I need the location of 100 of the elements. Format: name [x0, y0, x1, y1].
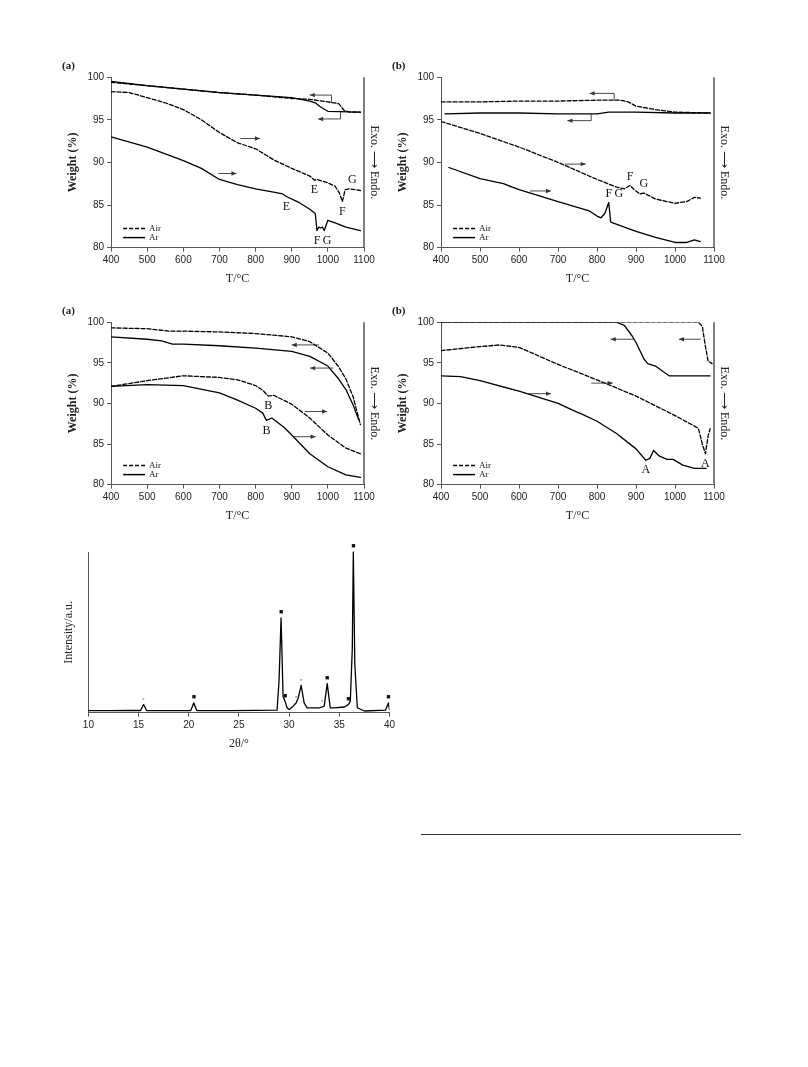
y-axis-title: Weight (%)	[395, 132, 410, 193]
legend-label: Ar	[149, 231, 159, 242]
y2-axis-title: Exo. ⟶ Endo.	[367, 125, 382, 200]
chart-title: (a)	[62, 59, 76, 73]
x-tick-label: 400	[102, 254, 120, 266]
annotation: B	[262, 422, 271, 437]
y-tick-label: 100	[87, 315, 105, 327]
x-tick-label: 900	[627, 491, 645, 503]
legend-label: Air	[479, 459, 492, 470]
x-tick-label: 1000	[663, 254, 687, 266]
y-tick-label: 90	[92, 156, 105, 168]
y-tick-label: 100	[417, 70, 435, 82]
y-tick-label: 95	[92, 113, 105, 125]
annotation: E	[282, 198, 290, 213]
x-tick-label: 1000	[316, 254, 340, 266]
x-tick-label: 20	[183, 719, 195, 731]
y-tick-label: 95	[422, 113, 435, 125]
y2-axis-title: Exo. ⟶ Endo.	[367, 366, 382, 441]
annotation: F	[313, 232, 321, 247]
y-tick-label: 80	[92, 478, 105, 490]
x-tick-label: 500	[471, 491, 489, 503]
annotation: G	[322, 232, 332, 247]
x-tick-label: 500	[471, 254, 489, 266]
x-tick-label: 25	[233, 719, 245, 731]
x-tick-label: 1100	[703, 254, 726, 266]
x-tick-label: 1100	[703, 491, 726, 503]
x-tick-label: 900	[283, 254, 301, 266]
line-series	[441, 120, 701, 204]
y-tick-label: 80	[422, 478, 435, 490]
y-tick-label: 85	[422, 198, 435, 210]
y-axis-title: Weight (%)	[395, 373, 410, 434]
annotation: F	[338, 203, 346, 218]
x-tick-label: 400	[432, 254, 450, 266]
x-tick-label: 900	[283, 491, 301, 503]
legend-label: Ar	[479, 468, 489, 479]
y-tick-label: 80	[92, 241, 105, 253]
y-tick-label: 85	[92, 198, 105, 210]
x-axis-title: T/°C	[225, 507, 250, 522]
x-tick-label: 600	[175, 254, 193, 266]
y-axis-title: Intensity/a.u.	[61, 600, 76, 664]
chart-title: (b)	[392, 59, 406, 73]
annotation: A	[641, 462, 651, 477]
x-axis-title: T/°C	[225, 270, 250, 285]
y-axis-title: Weight (%)	[65, 132, 80, 193]
x-tick-label: 30	[283, 719, 296, 731]
x-tick-label: 600	[510, 254, 528, 266]
annotation: A	[701, 455, 711, 470]
x-tick-label: 800	[588, 254, 606, 266]
legend-label: Ar	[479, 231, 489, 242]
x-tick-label: 10	[82, 719, 95, 731]
x-tick-label: 40	[383, 719, 396, 731]
y-tick-label: 95	[92, 356, 105, 368]
annotation: G	[347, 171, 357, 186]
annotation: G	[614, 185, 624, 200]
x-tick-label: 400	[102, 491, 120, 503]
x-axis-title: 2θ/°	[228, 735, 250, 750]
y-axis-title: Weight (%)	[65, 373, 80, 434]
annotation: F	[626, 168, 634, 183]
y-tick-label: 100	[417, 315, 435, 327]
y-tick-label: 95	[422, 356, 435, 368]
line-series	[441, 344, 711, 455]
x-tick-label: 700	[549, 254, 567, 266]
legend-label: Air	[149, 222, 162, 233]
x-tick-label: 700	[211, 491, 229, 503]
chart-title: (b)	[392, 304, 406, 318]
annotation: E	[310, 182, 319, 197]
x-tick-label: 1000	[663, 491, 687, 503]
x-tick-label: 500	[138, 491, 156, 503]
y2-axis-title: Exo. ⟶ Endo.	[717, 366, 732, 441]
x-tick-label: 800	[247, 254, 265, 266]
annotation: G	[639, 176, 649, 191]
x-tick-label: 500	[138, 254, 156, 266]
x-tick-label: 15	[133, 719, 145, 731]
x-tick-label: 1100	[353, 254, 376, 266]
line-series	[111, 91, 362, 203]
annotation: F	[605, 185, 613, 200]
x-tick-label: 800	[247, 491, 265, 503]
y2-axis-title: Exo. ⟶ Endo.	[717, 125, 732, 200]
legend-label: Air	[479, 222, 492, 233]
y-tick-label: 85	[92, 437, 105, 449]
x-tick-label: 600	[175, 491, 193, 503]
y-tick-label: 80	[422, 241, 435, 253]
x-tick-label: 1100	[353, 491, 376, 503]
x-tick-label: 600	[510, 491, 528, 503]
y-tick-label: 90	[422, 156, 435, 168]
x-tick-label: 1000	[316, 491, 340, 503]
y-tick-label: 90	[92, 397, 105, 409]
y-tick-label: 90	[422, 397, 435, 409]
x-axis-title: T/°C	[565, 270, 590, 285]
legend-label: Air	[149, 459, 162, 470]
x-tick-label: 800	[588, 491, 606, 503]
x-tick-label: 700	[211, 254, 229, 266]
x-tick-label: 900	[627, 254, 645, 266]
legend-label: Ar	[149, 468, 159, 479]
chart-title: (a)	[62, 304, 76, 318]
y-tick-label: 85	[422, 437, 435, 449]
x-tick-label: 35	[333, 719, 346, 731]
y-tick-label: 100	[87, 70, 105, 82]
x-tick-label: 400	[432, 491, 450, 503]
x-tick-label: 700	[549, 491, 567, 503]
